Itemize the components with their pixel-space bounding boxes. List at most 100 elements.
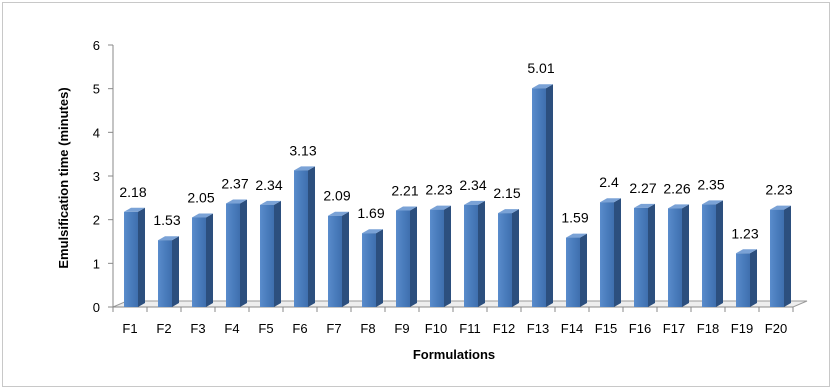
bar-top: [124, 207, 145, 212]
bar-side: [784, 205, 791, 307]
bar-front: [498, 213, 512, 307]
data-label: 2.09: [323, 188, 350, 204]
x-axis-title: Formulations: [413, 347, 495, 362]
bar-side: [172, 236, 179, 307]
bar-side: [444, 205, 451, 307]
x-tick-label: F8: [360, 321, 375, 336]
x-tick-label: F17: [663, 321, 685, 336]
data-label: 2.15: [493, 185, 520, 201]
bar-top: [702, 200, 723, 205]
bar-front: [770, 209, 784, 307]
bar-top: [736, 249, 757, 254]
x-tick-label: F13: [527, 321, 549, 336]
bar-front: [566, 237, 580, 307]
bar-side: [580, 233, 587, 307]
bar: [498, 209, 519, 307]
bar-side: [410, 206, 417, 307]
bar: [396, 206, 417, 307]
y-tick-label: 2: [93, 213, 100, 228]
data-label: 2.34: [255, 177, 282, 193]
bar-front: [634, 207, 648, 307]
bar-front: [260, 204, 274, 307]
data-label: 2.23: [425, 182, 452, 198]
bar: [532, 84, 553, 307]
bar-front: [124, 211, 138, 307]
bar: [770, 205, 791, 307]
bar-top: [634, 203, 655, 208]
bar-front: [158, 240, 172, 307]
bar: [294, 166, 315, 307]
bar: [668, 204, 689, 307]
bar: [328, 211, 349, 307]
data-label: 2.18: [119, 184, 146, 200]
x-tick-label: F16: [629, 321, 651, 336]
chart-frame: [2, 2, 830, 387]
bar-top: [600, 198, 621, 203]
data-label: 1.59: [561, 210, 588, 226]
data-label: 2.05: [187, 189, 214, 205]
y-tick-label: 5: [93, 82, 100, 97]
bar: [260, 200, 281, 307]
bar: [124, 207, 145, 307]
x-tick-label: F1: [122, 321, 137, 336]
x-tick-label: F11: [459, 321, 480, 336]
bar-top: [226, 199, 247, 204]
bar-top: [294, 166, 315, 171]
bar-side: [274, 200, 281, 307]
bar-side: [308, 166, 315, 307]
bar-front: [294, 170, 308, 307]
bar: [464, 200, 485, 307]
x-tick-label: F15: [595, 321, 617, 336]
bar: [566, 233, 587, 307]
bar-front: [362, 233, 376, 307]
bar-front: [532, 88, 546, 307]
bar-side: [716, 200, 723, 307]
bar: [600, 198, 621, 307]
data-label: 2.37: [221, 176, 248, 192]
y-tick-label: 1: [93, 256, 100, 271]
data-label: 5.01: [527, 60, 554, 76]
bar-front: [464, 204, 478, 307]
y-tick-label: 3: [93, 169, 100, 184]
data-label: 2.35: [697, 176, 724, 192]
x-tick-label: F2: [156, 321, 171, 336]
data-label: 2.23: [765, 182, 792, 198]
data-label: 2.21: [391, 182, 418, 198]
x-tick-label: F7: [326, 321, 341, 336]
bar-top: [158, 236, 179, 241]
bar-side: [682, 204, 689, 307]
bar-top: [362, 229, 383, 234]
data-label: 1.23: [731, 225, 758, 241]
bar-top: [260, 200, 281, 205]
labels: 2.18 F1 1.53 F2 2.05 F3 2.37 F4 2.34 F5 3.13 F6 2.09…: [119, 60, 792, 336]
bar-top: [668, 204, 689, 209]
bar-front: [430, 209, 444, 307]
bar-side: [376, 229, 383, 307]
bar: [362, 229, 383, 307]
bar: [192, 213, 213, 307]
bars: [124, 84, 791, 307]
bar-side: [750, 249, 757, 307]
x-tick-label: F9: [394, 321, 409, 336]
y-tick-label: 6: [93, 38, 100, 53]
bar-front: [736, 253, 750, 307]
y-tick-label: 4: [93, 125, 100, 140]
x-tick-label: F10: [425, 321, 447, 336]
bar: [702, 200, 723, 307]
bar-side: [342, 211, 349, 307]
bar-side: [240, 199, 247, 307]
data-label: 2.26: [663, 180, 690, 196]
bar-top: [192, 213, 213, 218]
bar-side: [512, 209, 519, 307]
x-tick-label: F4: [224, 321, 239, 336]
bar: [634, 203, 655, 307]
bar: [736, 249, 757, 307]
x-tick-label: F3: [190, 321, 205, 336]
bar-top: [328, 211, 349, 216]
bar-top: [566, 233, 587, 238]
bar-top: [770, 205, 791, 210]
bar: [430, 205, 451, 307]
data-label: 1.69: [357, 205, 384, 221]
bar-side: [614, 198, 621, 307]
x-tick-label: F6: [292, 321, 307, 336]
